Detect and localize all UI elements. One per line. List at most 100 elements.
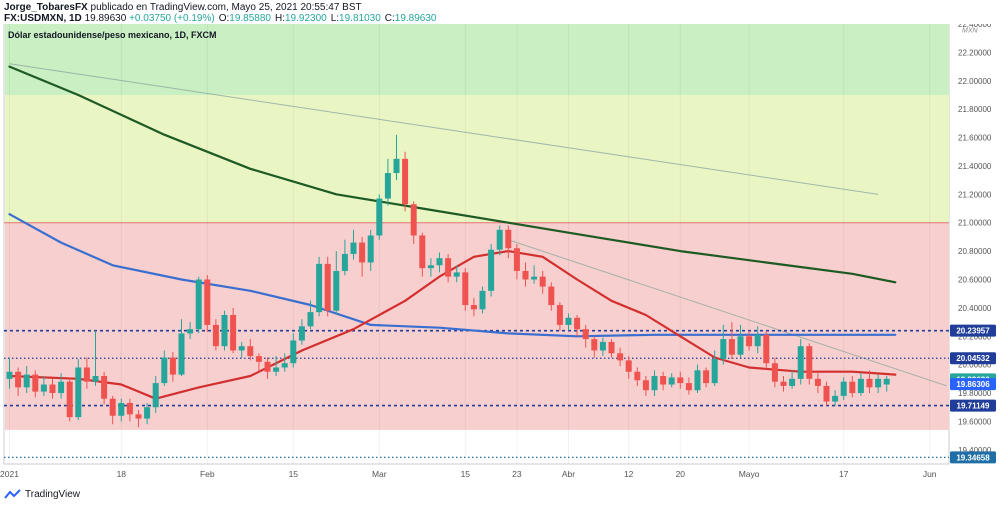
candle[interactable]: [780, 376, 787, 392]
candle[interactable]: [462, 268, 469, 311]
candle[interactable]: [32, 370, 39, 398]
candle[interactable]: [720, 324, 727, 365]
price-chart[interactable]: 22.40000 22.20000 22.00000 21.80000 21.60000…: [0, 24, 1000, 489]
candle[interactable]: [118, 398, 125, 422]
candle[interactable]: [857, 373, 864, 396]
candle[interactable]: [763, 330, 770, 369]
candle[interactable]: [92, 330, 99, 386]
candle[interactable]: [703, 367, 710, 388]
candle[interactable]: [58, 373, 65, 399]
candle[interactable]: [384, 158, 391, 206]
candle[interactable]: [66, 377, 73, 422]
candle[interactable]: [324, 256, 331, 317]
author-name[interactable]: Jorge_TobaresFX: [4, 2, 88, 13]
candle[interactable]: [840, 377, 847, 401]
candle[interactable]: [427, 258, 434, 277]
candle[interactable]: [711, 350, 718, 386]
candle[interactable]: [238, 341, 245, 358]
candle[interactable]: [883, 376, 890, 392]
candle[interactable]: [341, 239, 348, 276]
price-tag[interactable]: 19.71149: [950, 399, 996, 412]
candle[interactable]: [771, 357, 778, 388]
candle[interactable]: [15, 367, 22, 396]
candle[interactable]: [402, 151, 409, 212]
candle[interactable]: [789, 370, 796, 389]
price-tag[interactable]: 20.04532: [950, 352, 996, 365]
candle[interactable]: [152, 376, 159, 413]
candle[interactable]: [608, 339, 615, 358]
candle[interactable]: [479, 286, 486, 314]
candle[interactable]: [651, 370, 658, 396]
candle[interactable]: [496, 225, 503, 256]
candle[interactable]: [169, 351, 176, 382]
candle[interactable]: [746, 330, 753, 351]
candle[interactable]: [642, 376, 649, 396]
candle[interactable]: [161, 350, 168, 386]
candle[interactable]: [273, 356, 280, 376]
candle[interactable]: [204, 275, 211, 332]
candle[interactable]: [144, 402, 151, 425]
price-tag[interactable]: 19.86306: [950, 378, 996, 391]
candle[interactable]: [247, 339, 254, 361]
candle[interactable]: [574, 314, 581, 337]
candle[interactable]: [634, 367, 641, 386]
candle[interactable]: [685, 377, 692, 395]
tradingview-footer[interactable]: TradingView: [4, 489, 80, 500]
series-sma-200[interactable]: [8, 65, 897, 284]
candle[interactable]: [488, 244, 495, 297]
candle[interactable]: [737, 324, 744, 358]
candle[interactable]: [625, 356, 632, 379]
candle[interactable]: [298, 319, 305, 345]
candle[interactable]: [513, 244, 520, 280]
upper-trendline[interactable]: [9, 63, 879, 195]
candle[interactable]: [187, 322, 194, 340]
candle[interactable]: [539, 270, 546, 294]
candle[interactable]: [806, 343, 813, 385]
candle[interactable]: [333, 251, 340, 315]
candle[interactable]: [75, 358, 82, 420]
time-axis[interactable]: 2021 18 Feb 15 Mar 15 23 Abr 12 20 Mayo 17 Jun: [0, 469, 937, 479]
candle[interactable]: [264, 357, 271, 379]
candle[interactable]: [376, 194, 383, 240]
candle[interactable]: [221, 310, 228, 351]
candle[interactable]: [212, 319, 219, 351]
candle[interactable]: [290, 333, 297, 368]
candle[interactable]: [126, 398, 133, 422]
candle[interactable]: [195, 276, 202, 334]
candle[interactable]: [316, 256, 323, 317]
candle[interactable]: [814, 373, 821, 394]
candle[interactable]: [668, 373, 675, 388]
candle[interactable]: [445, 253, 452, 283]
candle[interactable]: [83, 357, 90, 389]
candle[interactable]: [866, 370, 873, 394]
candle[interactable]: [436, 252, 443, 273]
candle[interactable]: [359, 236, 366, 277]
candle[interactable]: [230, 307, 237, 354]
candle[interactable]: [617, 347, 624, 367]
candle[interactable]: [565, 313, 572, 331]
candle[interactable]: [307, 300, 314, 330]
candle[interactable]: [367, 229, 374, 271]
candle[interactable]: [660, 371, 667, 391]
candle[interactable]: [135, 410, 142, 428]
lower-trendline[interactable]: [508, 239, 948, 387]
candle[interactable]: [453, 265, 460, 283]
price-tag[interactable]: 20.23957: [950, 324, 996, 337]
candle[interactable]: [101, 371, 108, 405]
candle[interactable]: [754, 326, 761, 354]
candle[interactable]: [694, 364, 701, 394]
candle[interactable]: [23, 366, 30, 394]
candle[interactable]: [875, 374, 882, 394]
candle[interactable]: [832, 390, 839, 406]
candle[interactable]: [281, 353, 288, 372]
price-axis[interactable]: 22.40000 22.20000 22.00000 21.80000 21.60000…: [958, 24, 992, 455]
candle[interactable]: [556, 302, 563, 331]
candle[interactable]: [6, 357, 13, 389]
candle[interactable]: [350, 229, 357, 260]
series-sma-100[interactable]: [8, 213, 897, 338]
candle[interactable]: [178, 319, 185, 376]
candle[interactable]: [505, 225, 512, 259]
candle[interactable]: [548, 282, 555, 311]
candle[interactable]: [531, 265, 538, 284]
price-tag[interactable]: 19.34658: [950, 451, 996, 464]
